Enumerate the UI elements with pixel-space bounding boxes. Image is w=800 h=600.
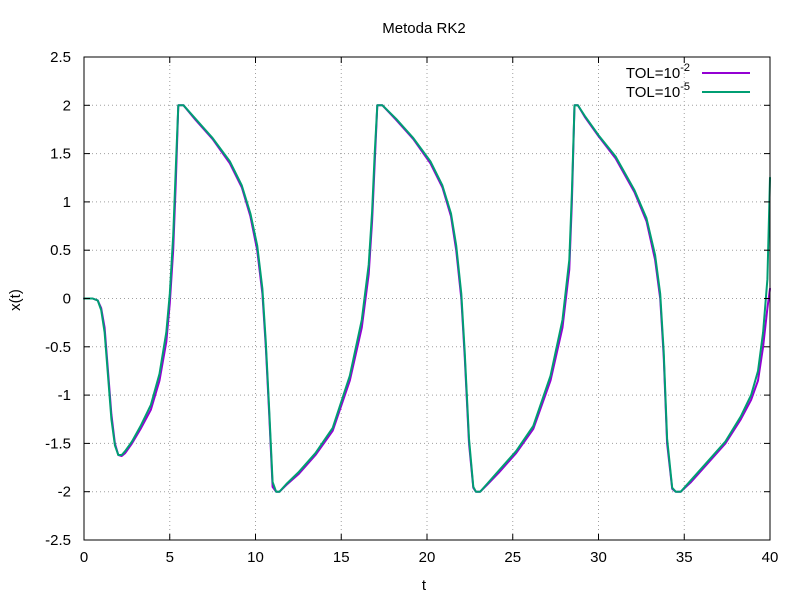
legend-label-2: TOL=10-5: [626, 81, 690, 101]
x-tick-label: 40: [762, 549, 779, 566]
x-tick-label: 0: [80, 549, 88, 566]
y-tick-label: 2.5: [50, 49, 71, 66]
series-line-2: [83, 104, 771, 493]
y-axis-label: x(t): [7, 289, 24, 311]
y-tick-label: 1.5: [50, 146, 71, 163]
axis-ticks: 0 5 10 15 20 25 30 35 40 2.5 2 1.5 1 0.5 0 -0.5 -1 -1.5 -2…: [45, 49, 778, 566]
y-tick-label: -1: [58, 387, 71, 404]
legend-item-2: TOL=10-5: [626, 81, 750, 101]
x-tick-label: 30: [590, 549, 607, 566]
chart-title: Metoda RK2: [382, 20, 465, 37]
x-tick-label: 5: [166, 549, 174, 566]
legend-label-1: TOL=10-2: [626, 62, 690, 82]
legend: TOL=10-2 TOL=10-5: [626, 62, 750, 101]
x-tick-label: 35: [676, 549, 693, 566]
legend-label-1-base: TOL=10: [626, 65, 680, 82]
x-axis-label: t: [422, 577, 427, 594]
grid: [84, 57, 770, 540]
y-tick-label: -0.5: [45, 339, 71, 356]
series-layer: [83, 104, 771, 493]
y-tick-label: -2.5: [45, 532, 71, 549]
y-tick-label: 0.5: [50, 242, 71, 259]
legend-label-1-exponent: -2: [680, 62, 690, 74]
y-tick-label: 2: [63, 97, 71, 114]
legend-label-2-exponent: -5: [680, 81, 690, 93]
x-tick-label: 25: [504, 549, 521, 566]
legend-item-1: TOL=10-2: [626, 62, 750, 82]
x-tick-label: 15: [333, 549, 350, 566]
legend-label-2-base: TOL=10: [626, 84, 680, 101]
y-tick-label: -2: [58, 484, 71, 501]
y-tick-label: -1.5: [45, 435, 71, 452]
y-tick-label: 1: [63, 194, 71, 211]
x-tick-label: 20: [419, 549, 436, 566]
y-tick-label: 0: [63, 291, 71, 308]
x-tick-label: 10: [247, 549, 264, 566]
